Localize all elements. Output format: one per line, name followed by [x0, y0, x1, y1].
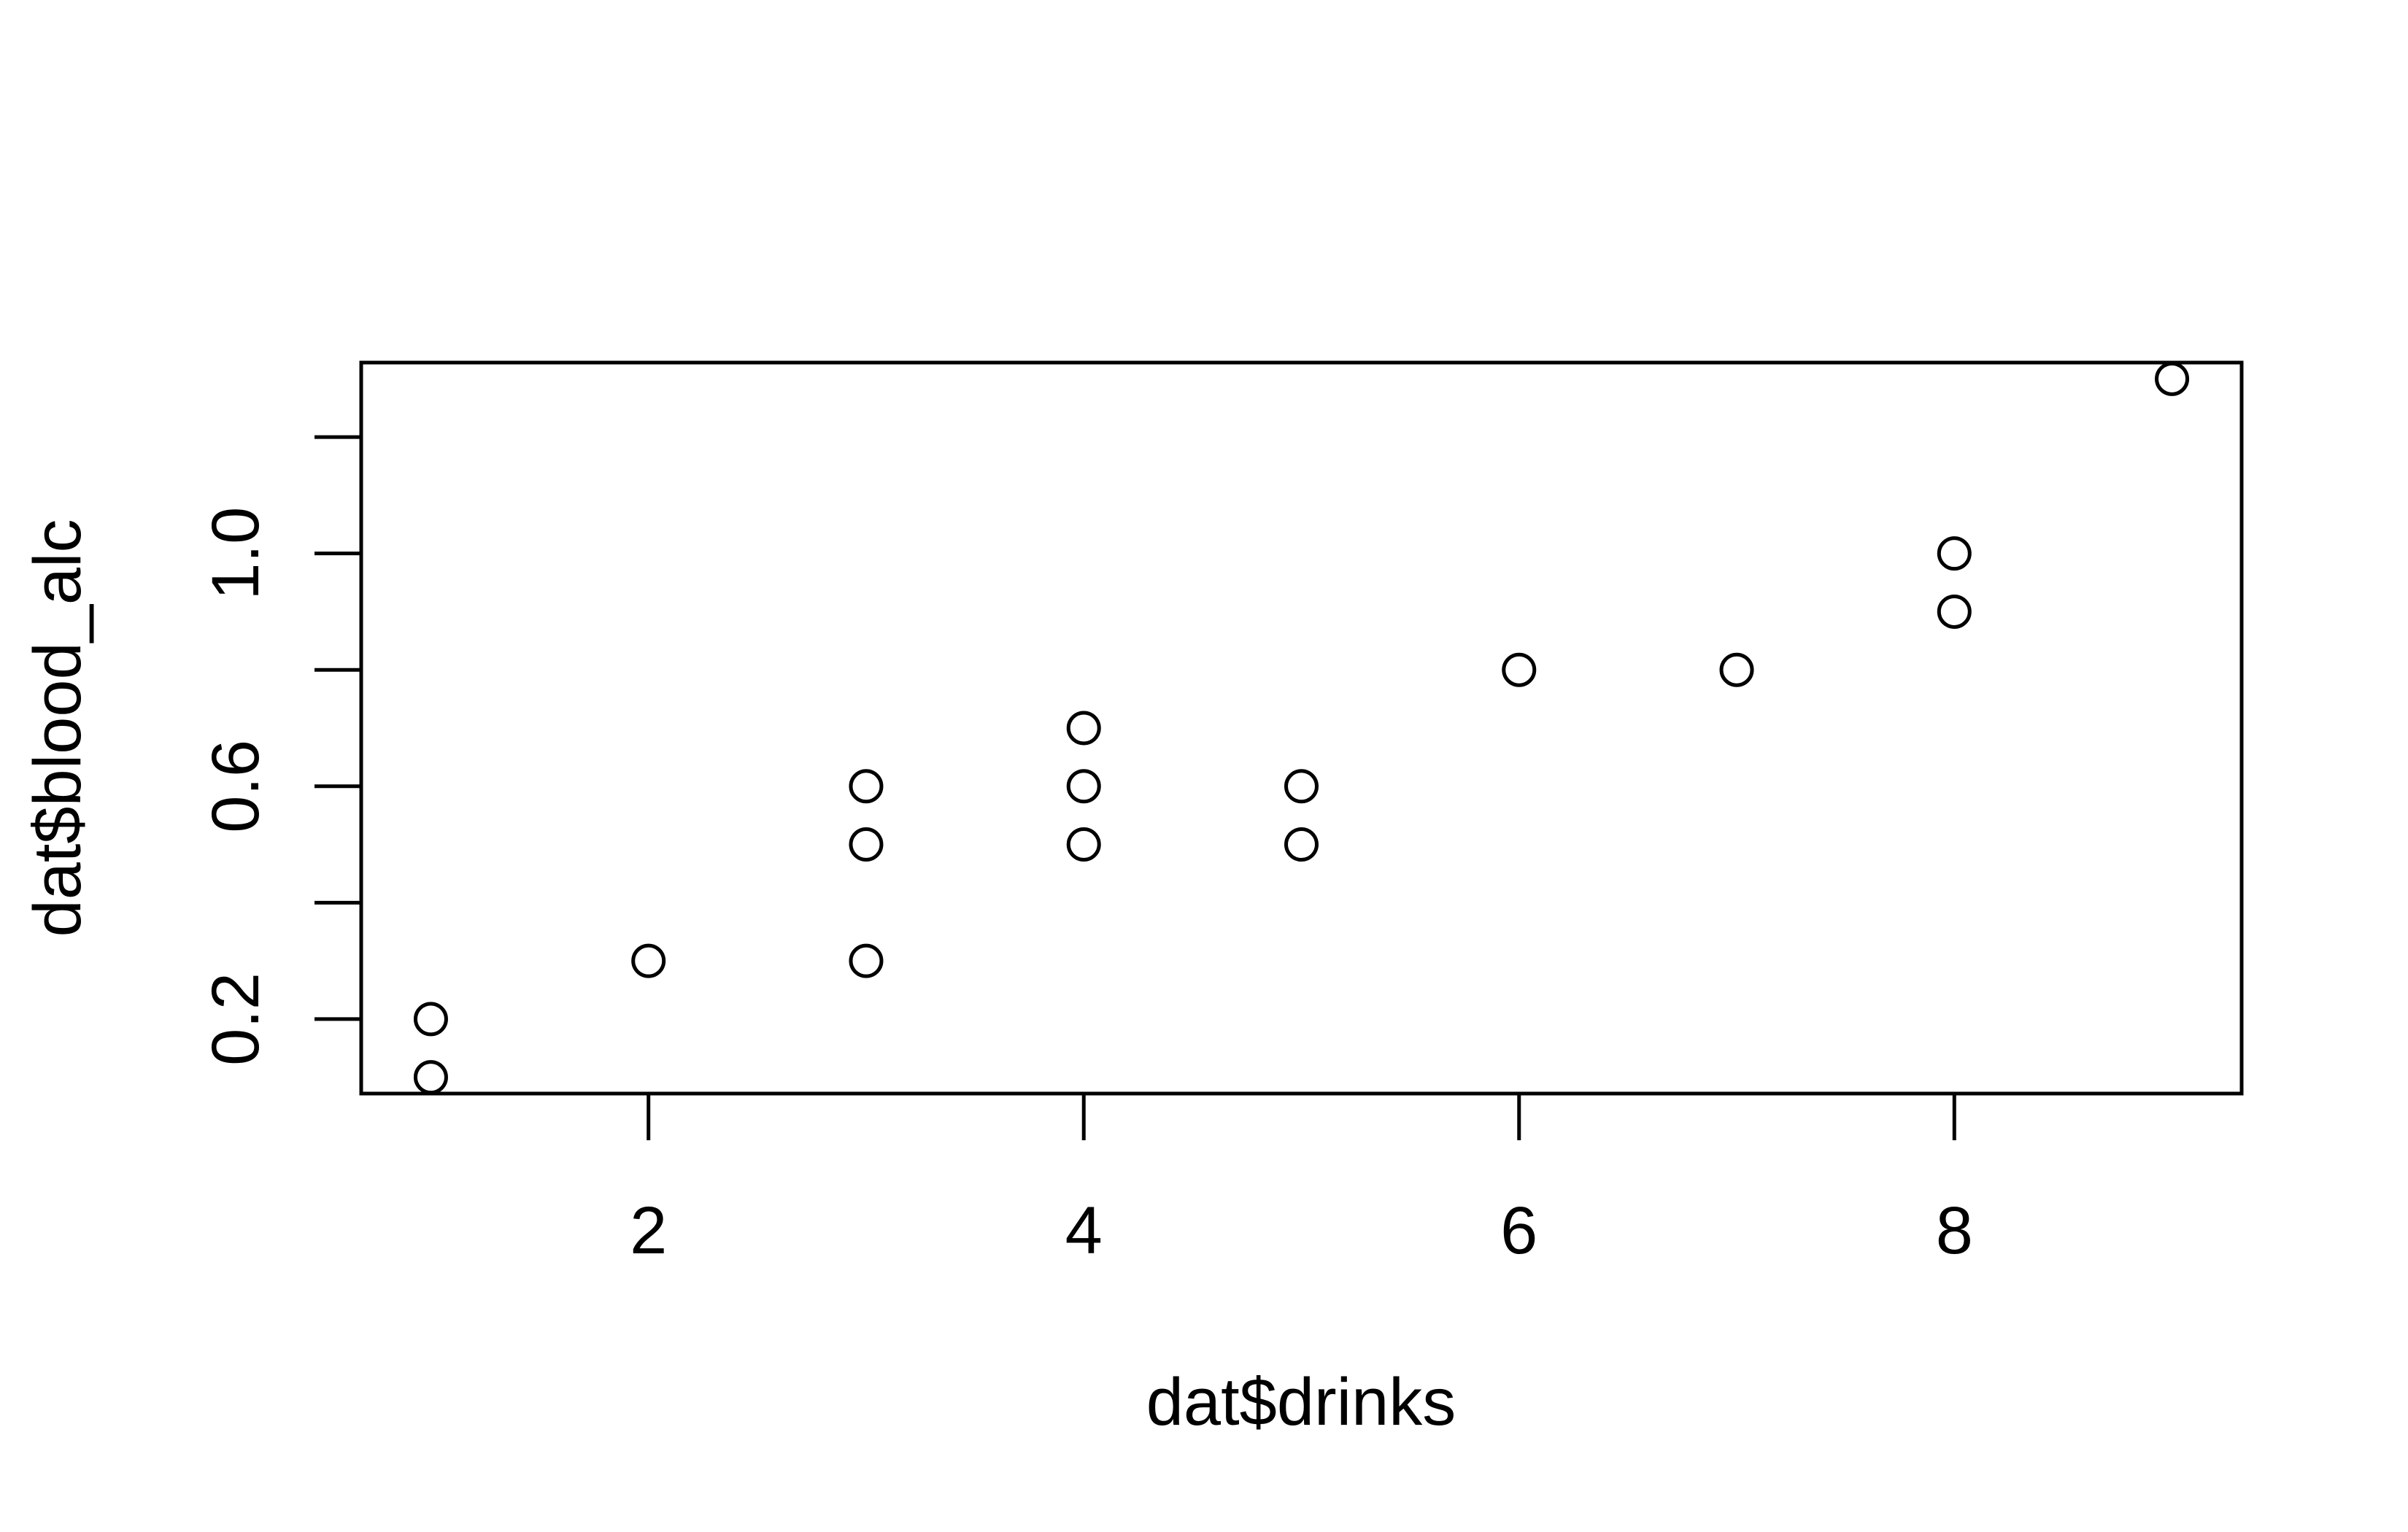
data-point — [1066, 711, 1101, 746]
x-tick-label: 4 — [1065, 1194, 1103, 1268]
data-point — [1937, 594, 1972, 629]
plot-frame — [359, 360, 2244, 1096]
data-point — [849, 769, 884, 804]
x-axis-label: dat$drinks — [1146, 1365, 1456, 1439]
x-tick-label: 8 — [1936, 1194, 1973, 1268]
y-axis: 0.2 0.6 1.0 — [198, 435, 361, 1066]
data-point — [849, 827, 884, 862]
data-point — [631, 943, 666, 978]
y-tick-label: 1.0 — [198, 507, 273, 600]
x-axis: 2 4 6 8 — [630, 1094, 1973, 1268]
y-axis-label: dat$blood_alc — [20, 519, 95, 937]
data-point — [1066, 827, 1101, 862]
y-tick-label: 0.6 — [198, 740, 273, 833]
data-point — [413, 1060, 448, 1095]
data-point — [1502, 652, 1537, 687]
y-tick-label: 0.2 — [198, 972, 273, 1066]
data-point — [2155, 361, 2190, 396]
data-point — [849, 943, 884, 978]
data-point — [1937, 536, 1972, 571]
data-point — [1066, 769, 1101, 804]
data-point — [1284, 827, 1319, 862]
x-tick-label: 6 — [1500, 1194, 1537, 1268]
data-point — [413, 1002, 448, 1037]
data-point — [1719, 652, 1754, 687]
x-tick-label: 2 — [630, 1194, 667, 1268]
data-point — [1284, 769, 1319, 804]
data-points — [413, 361, 2190, 1095]
